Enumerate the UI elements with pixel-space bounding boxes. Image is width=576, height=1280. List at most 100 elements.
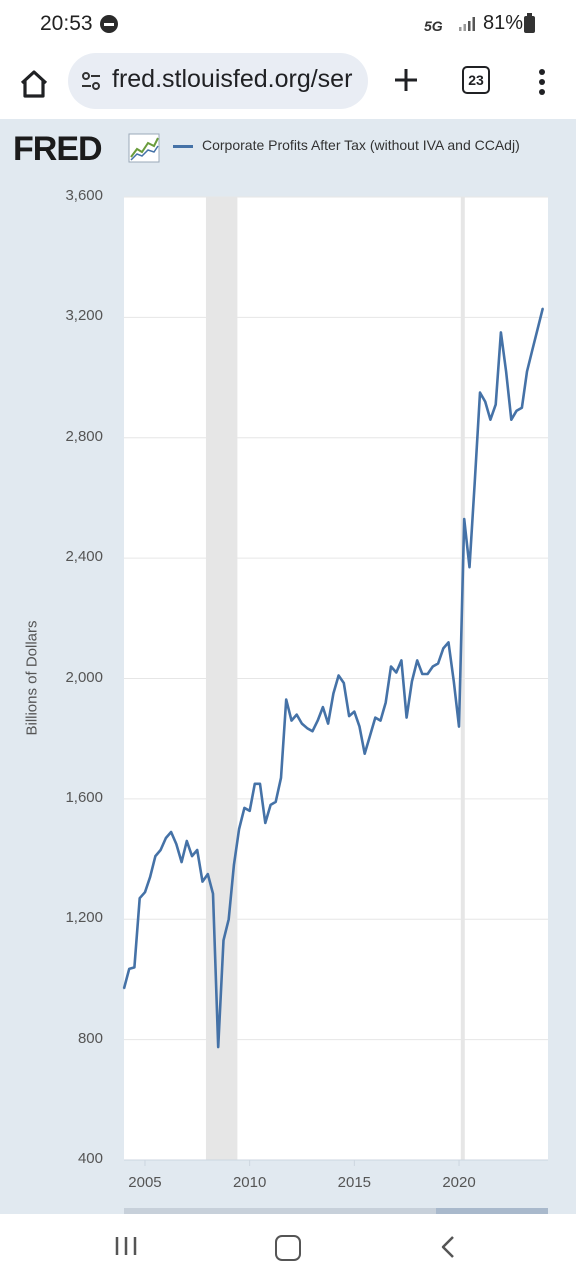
data-point [217, 1046, 219, 1048]
data-point [468, 566, 471, 568]
data-point [458, 725, 460, 728]
data-point [149, 876, 151, 878]
data-point [306, 727, 309, 729]
data-point [165, 837, 167, 839]
x-tick-label: 2020 [442, 1174, 476, 1191]
y-tick-label: 3,200 [65, 307, 103, 325]
system-nav-bar [0, 1214, 576, 1280]
data-point [374, 716, 377, 719]
battery-percent: 81% [483, 12, 524, 34]
data-point [405, 716, 408, 719]
data-point [358, 725, 361, 728]
data-point [327, 722, 329, 725]
data-point [541, 307, 544, 310]
data-point [301, 722, 303, 725]
legend-label[interactable]: Corporate Profits After Tax (without IVA… [202, 137, 520, 153]
data-point [505, 370, 507, 373]
data-point [186, 840, 188, 842]
data-point [510, 418, 513, 421]
data-point [526, 370, 528, 373]
data-point [536, 328, 539, 331]
data-point [264, 822, 267, 824]
site-info-icon[interactable] [80, 70, 102, 92]
y-tick-label: 3,600 [65, 187, 103, 204]
y-tick-label: 800 [77, 1029, 103, 1047]
y-tick-label: 1,600 [65, 788, 103, 806]
data-point [238, 828, 240, 830]
data-point [332, 692, 335, 695]
new-tab-icon[interactable] [388, 62, 424, 98]
data-point [175, 843, 178, 845]
data-point [521, 406, 523, 409]
data-point [144, 891, 146, 893]
data-point [280, 777, 282, 779]
data-point [342, 682, 345, 684]
data-point [447, 641, 450, 644]
data-point [269, 804, 272, 806]
data-point [379, 719, 382, 722]
data-point [484, 400, 486, 403]
data-point [295, 713, 298, 716]
status-time: 20:53 [40, 12, 93, 35]
fred-graph-logo-icon [128, 133, 160, 163]
data-point [426, 673, 429, 675]
overflow-menu-icon[interactable] [532, 64, 552, 100]
data-point [138, 897, 141, 899]
data-point [170, 831, 172, 833]
y-tick-label: 1,200 [65, 909, 103, 927]
back-icon[interactable] [438, 1234, 458, 1260]
data-point [259, 783, 261, 785]
data-point [212, 892, 214, 895]
data-point [452, 680, 455, 683]
data-point [285, 698, 288, 701]
data-point [322, 706, 324, 708]
data-point [363, 752, 366, 755]
x-tick-label: 2010 [232, 1174, 267, 1191]
data-point [369, 734, 371, 737]
x-tick-label: 2005 [128, 1174, 162, 1191]
legend-swatch [173, 145, 193, 148]
data-point [411, 680, 413, 683]
data-point [437, 662, 439, 665]
do-not-disturb-icon [100, 15, 118, 33]
data-point [311, 730, 314, 732]
range-scrollbar-thumb[interactable] [436, 1208, 548, 1214]
recents-icon[interactable] [113, 1234, 139, 1258]
data-point [133, 966, 136, 969]
data-point [353, 710, 356, 713]
data-point [421, 673, 424, 675]
data-point [316, 719, 319, 722]
data-point [489, 418, 492, 421]
data-point [416, 659, 418, 662]
y-tick-label: 2,800 [65, 427, 103, 445]
data-point [348, 715, 350, 717]
data-point [206, 873, 209, 875]
data-point [274, 801, 277, 803]
y-tick-label: 400 [77, 1150, 103, 1167]
url-text[interactable]: fred.stlouisfed.org/ser [112, 65, 353, 93]
data-point [390, 665, 392, 668]
data-point [531, 349, 534, 352]
home-nav-icon[interactable] [275, 1235, 301, 1261]
network-type: 5G [424, 18, 443, 34]
data-point [442, 647, 445, 650]
data-point [337, 674, 340, 677]
data-point [473, 482, 476, 484]
tab-switcher-icon[interactable]: 23 [462, 66, 490, 94]
home-icon[interactable] [14, 64, 54, 104]
data-point [233, 864, 235, 866]
data-point [248, 810, 251, 812]
address-bar[interactable]: fred.stlouisfed.org/ser [68, 53, 368, 109]
data-point [154, 855, 157, 857]
signal-icon [459, 17, 475, 31]
range-scrollbar[interactable] [124, 1208, 548, 1214]
x-tick-label: 2015 [337, 1174, 372, 1191]
y-tick-label: 2,000 [65, 668, 103, 686]
y-tick-label: 2,400 [65, 548, 103, 566]
data-point [222, 939, 225, 942]
data-point [123, 987, 125, 990]
data-point [227, 918, 230, 921]
fred-logo[interactable]: FRED [13, 130, 103, 168]
data-point [128, 968, 131, 970]
